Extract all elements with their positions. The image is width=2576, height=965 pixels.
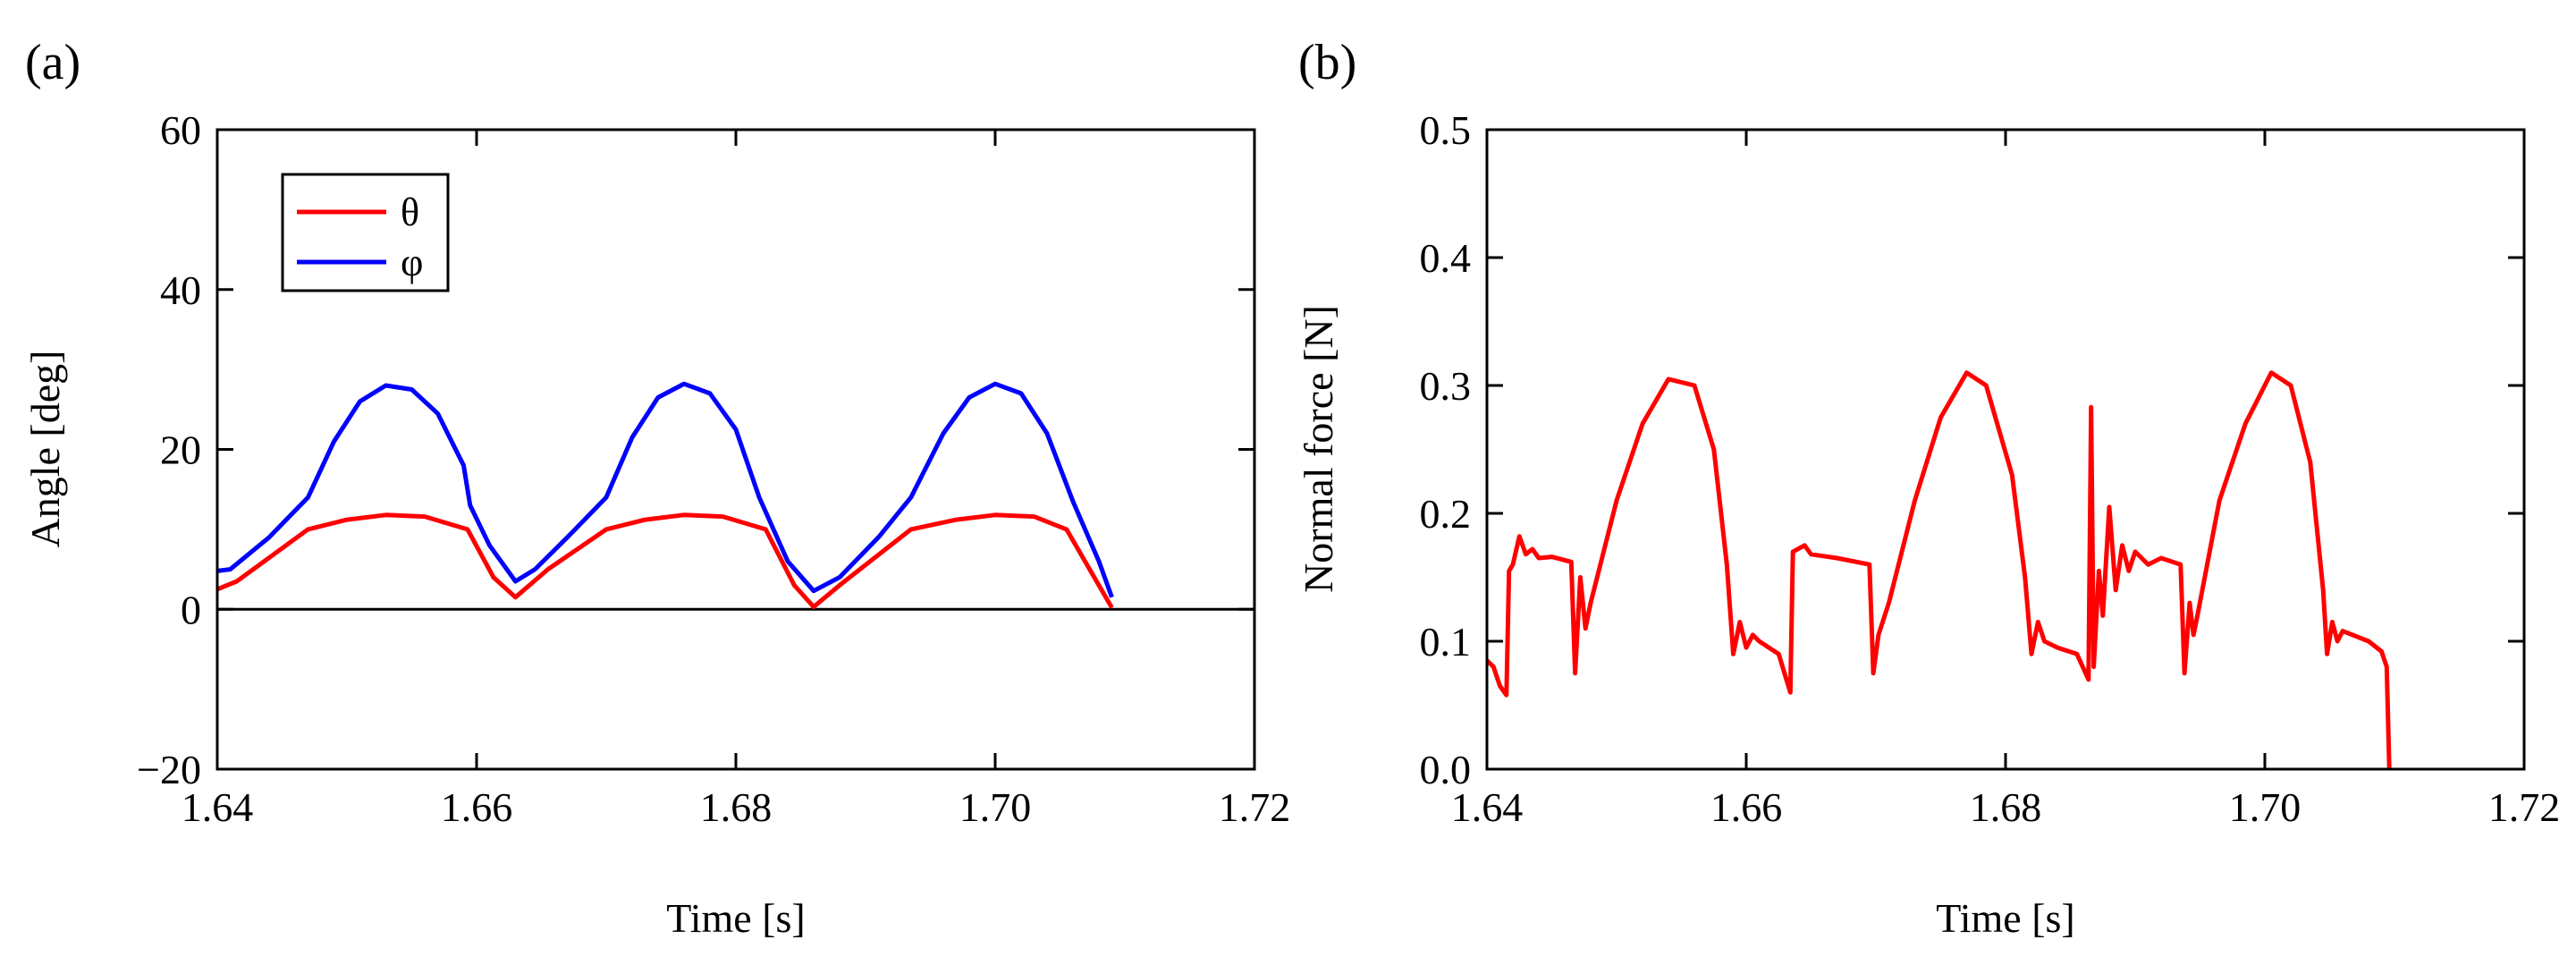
y-tick-label: 0: [181, 587, 201, 632]
y-tick-label: −20: [137, 747, 201, 792]
x-tick-label: 1.64: [182, 784, 254, 830]
y-tick-label: 0.2: [1420, 491, 1472, 537]
y-tick-label: 0.3: [1420, 363, 1472, 409]
x-axis-title: Time [s]: [666, 895, 806, 941]
y-tick-label: 0.1: [1420, 619, 1472, 664]
legend-label-phi: φ: [401, 241, 423, 284]
y-tick-label: 60: [160, 107, 201, 153]
x-tick-label: 1.70: [2229, 784, 2302, 830]
x-tick-label: 1.66: [1710, 784, 1783, 830]
panel-label: (a): [25, 35, 80, 90]
panel-label: (b): [1298, 35, 1356, 90]
x-tick-label: 1.68: [1970, 784, 2042, 830]
y-tick-label: 40: [160, 267, 201, 313]
x-tick-label: 1.64: [1451, 784, 1524, 830]
chart-panel-b: (b) 1.64 1.66 1.68 1.70 1.72 0.0 0.1 0.2 0.3 0.4 0.…: [1296, 35, 2560, 941]
y-tick-label: 0.0: [1420, 747, 1472, 792]
series-line-normal-force: [1487, 370, 2392, 769]
legend-box: [281, 173, 450, 292]
x-tick-label: 1.70: [959, 784, 1032, 830]
y-tick-label: 0.5: [1420, 107, 1472, 153]
x-tick-label: 1.68: [700, 784, 773, 830]
series-line-theta: [217, 512, 1114, 610]
y-tick-label: 0.4: [1420, 235, 1472, 281]
y-tick-label: 20: [160, 427, 201, 473]
x-axis-title: Time [s]: [1936, 895, 2075, 941]
x-tick-label: 1.72: [2488, 784, 2561, 830]
series-line-phi: [217, 381, 1114, 598]
x-tick-label: 1.66: [441, 784, 513, 830]
x-tick-label: 1.72: [1219, 784, 1291, 830]
legend: θφ: [281, 173, 450, 292]
chart-panel-a: (a) 1.64 1.66 1.68 1.70 1.72 −20 0 20 40 60 Time [s…: [22, 35, 1290, 941]
y-axis-title: Angle [deg]: [22, 351, 68, 548]
y-axis-title: Normal force [N]: [1296, 305, 1341, 593]
legend-label-theta: θ: [401, 190, 419, 234]
